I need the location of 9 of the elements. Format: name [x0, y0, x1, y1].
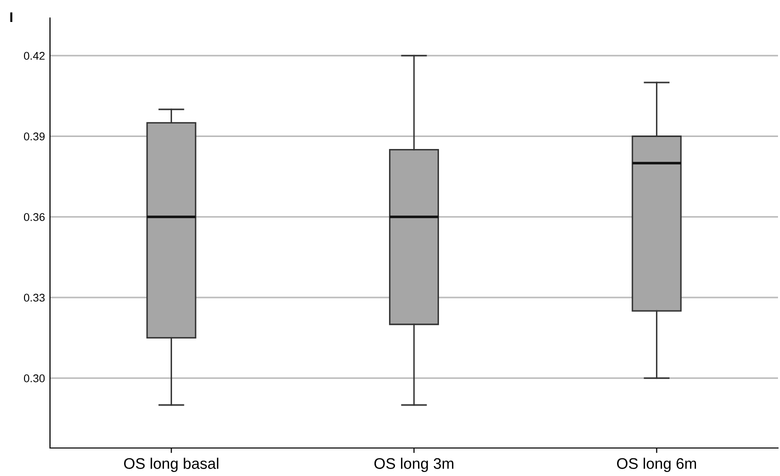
y-tick-label: 0.42: [24, 52, 45, 60]
y-tick-label: 0.30: [24, 374, 45, 382]
y-tick-label: 0.36: [24, 213, 45, 222]
x-tick-label: OS long 3m: [374, 458, 454, 472]
x-tick-label: OS long basal: [124, 458, 218, 472]
y-tick-label: 0.33: [24, 294, 45, 302]
text: I: [10, 12, 12, 22]
x-tick-label: OS long 6m: [617, 458, 696, 472]
y-tick-label: 0.39: [24, 132, 45, 140]
